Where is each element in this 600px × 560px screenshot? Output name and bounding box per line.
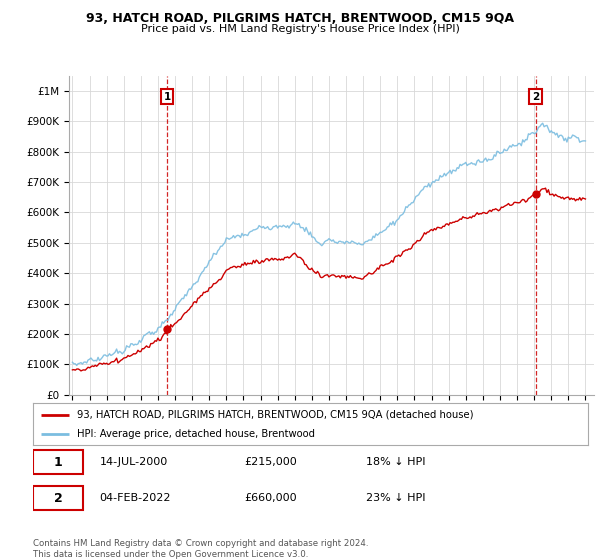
Text: 93, HATCH ROAD, PILGRIMS HATCH, BRENTWOOD, CM15 9QA (detached house): 93, HATCH ROAD, PILGRIMS HATCH, BRENTWOO…: [77, 409, 474, 419]
Text: 1: 1: [53, 456, 62, 469]
Text: 23% ↓ HPI: 23% ↓ HPI: [366, 493, 425, 503]
Text: Price paid vs. HM Land Registry's House Price Index (HPI): Price paid vs. HM Land Registry's House …: [140, 24, 460, 34]
Text: 2: 2: [532, 92, 539, 102]
FancyBboxPatch shape: [33, 486, 83, 511]
Text: £660,000: £660,000: [244, 493, 296, 503]
FancyBboxPatch shape: [33, 450, 83, 474]
Text: Contains HM Land Registry data © Crown copyright and database right 2024.
This d: Contains HM Land Registry data © Crown c…: [33, 539, 368, 559]
Text: 93, HATCH ROAD, PILGRIMS HATCH, BRENTWOOD, CM15 9QA: 93, HATCH ROAD, PILGRIMS HATCH, BRENTWOO…: [86, 12, 514, 25]
Text: £215,000: £215,000: [244, 457, 296, 467]
Text: 2: 2: [53, 492, 62, 505]
Text: 18% ↓ HPI: 18% ↓ HPI: [366, 457, 425, 467]
Text: 14-JUL-2000: 14-JUL-2000: [100, 457, 168, 467]
Text: HPI: Average price, detached house, Brentwood: HPI: Average price, detached house, Bren…: [77, 429, 316, 439]
Text: 04-FEB-2022: 04-FEB-2022: [100, 493, 171, 503]
Text: 1: 1: [164, 92, 171, 102]
